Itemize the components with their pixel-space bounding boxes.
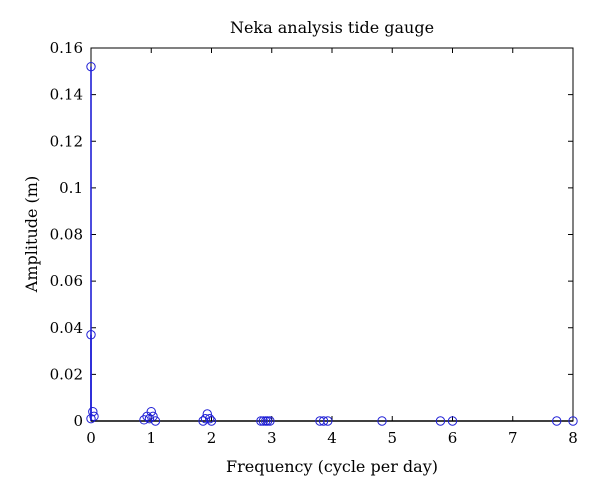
data-point <box>315 416 325 426</box>
chart-title: Neka analysis tide gauge <box>230 18 434 37</box>
x-tick-label: 4 <box>327 429 337 447</box>
data-point <box>86 413 96 424</box>
data-point <box>435 416 446 426</box>
x-axis: 0 1 2 3 4 5 6 7 8 <box>86 48 578 447</box>
data-point <box>552 416 562 426</box>
data-point <box>258 416 269 426</box>
y-axis-label: Amplitude (m) <box>22 176 41 293</box>
x-tick-label: 2 <box>207 429 217 447</box>
y-tick-label: 0 <box>73 412 83 430</box>
data-point <box>89 411 99 422</box>
data-point <box>86 330 96 340</box>
data-point <box>206 416 217 426</box>
data-point <box>318 416 329 426</box>
data-point <box>377 416 387 426</box>
y-tick-label: 0.08 <box>50 226 83 244</box>
y-tick-label: 0.06 <box>50 272 83 290</box>
x-tick-label: 5 <box>387 429 397 447</box>
data-point <box>204 413 215 424</box>
data-point <box>150 416 161 426</box>
data-point <box>447 416 458 426</box>
data-point <box>265 416 275 426</box>
x-tick-label: 6 <box>448 429 458 447</box>
x-tick-label: 0 <box>86 429 96 447</box>
data-point <box>256 416 266 426</box>
x-tick-label: 1 <box>146 429 156 447</box>
plot-area <box>90 47 574 422</box>
y-axis: 0 0.02 0.04 0.06 0.08 0.1 0.12 0.14 0.16 <box>50 39 573 430</box>
y-tick-label: 0.16 <box>50 39 83 57</box>
y-tick-label: 0.12 <box>50 132 83 150</box>
x-tick-label: 3 <box>267 429 277 447</box>
x-axis-label: Frequency (cycle per day) <box>226 457 438 476</box>
data-point <box>568 416 578 426</box>
data-point <box>202 409 212 419</box>
y-tick-label: 0.1 <box>59 179 83 197</box>
data-point <box>146 406 156 417</box>
y-tick-label: 0.14 <box>50 86 83 104</box>
data-point <box>86 61 96 72</box>
y-tick-label: 0.04 <box>50 319 83 337</box>
data-point <box>323 416 333 426</box>
x-tick-label: 8 <box>568 429 578 447</box>
x-tick-label: 7 <box>508 429 518 447</box>
data-point <box>200 413 211 424</box>
data-point <box>139 415 149 425</box>
data-point <box>262 416 273 426</box>
data-point <box>88 406 98 417</box>
y-tick-label: 0.02 <box>50 365 83 383</box>
data-points <box>86 61 578 426</box>
data-point <box>148 411 158 422</box>
